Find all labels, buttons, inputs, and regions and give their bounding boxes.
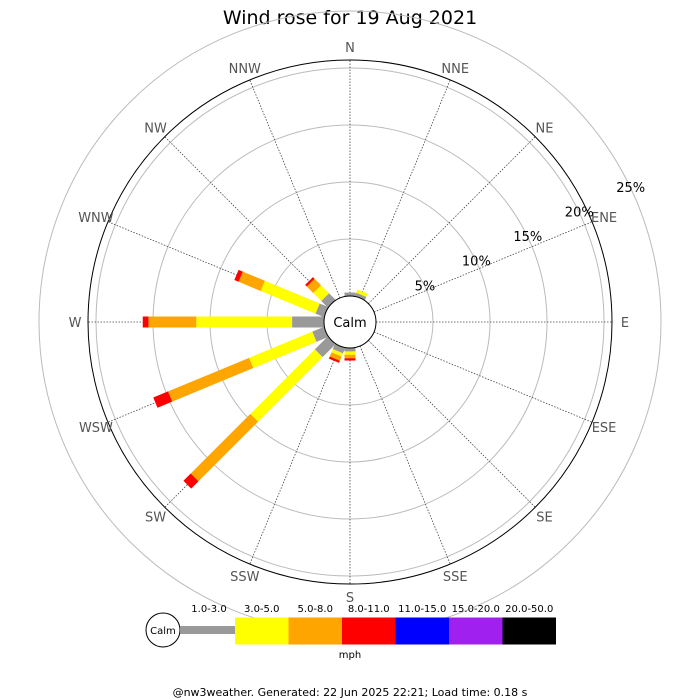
legend-swatch <box>449 617 503 645</box>
direction-label: N <box>345 41 355 56</box>
polar-plot-area: N NNE NE ENE E ESE SE SSE S SSW SW WSW W WNW NW NNW 5% 10… <box>38 10 662 634</box>
legend-bin-label: 1.0-3.0 <box>191 604 226 615</box>
legend-units: mph <box>339 650 361 661</box>
legend-swatch <box>288 617 342 645</box>
bar-segment-wnw <box>315 303 329 318</box>
legend-swatch <box>502 617 556 645</box>
bar-segment-sw <box>250 349 323 422</box>
direction-spoke <box>368 136 536 304</box>
footer-text: @nw3weather. Generated: 22 Jun 2025 22:2… <box>173 686 528 699</box>
bar-segment-ssw <box>331 349 343 357</box>
legend-bin-label: 3.0-5.0 <box>244 604 279 615</box>
direction-spoke <box>249 345 341 565</box>
direction-label: ESE <box>592 421 617 436</box>
bar-segment-nw <box>306 278 321 293</box>
legend-swatch <box>235 617 289 645</box>
bar-segment-wsw <box>153 391 173 408</box>
ring-label: 10% <box>462 255 491 270</box>
direction-label: SE <box>536 510 552 525</box>
bar-segment-wnw <box>260 280 320 314</box>
outer-circle <box>87 59 613 585</box>
bar-segment-sw <box>314 336 336 358</box>
direction-spoke <box>359 345 451 565</box>
bar-segment-sw <box>190 413 259 482</box>
direction-label: NNW <box>229 62 261 77</box>
direction-label: WNW <box>78 211 114 226</box>
direction-label: SW <box>145 510 166 525</box>
legend-bin-label: 15.0-20.0 <box>452 604 500 615</box>
direction-spoke <box>368 340 536 508</box>
bar-segment-ssw <box>329 352 342 361</box>
direction-spoke <box>373 221 593 313</box>
bar-segment-nne <box>356 289 368 297</box>
direction-spoke <box>249 79 341 299</box>
direction-label: NNE <box>441 62 469 77</box>
calm-label: Calm <box>333 316 366 331</box>
ring-label: 15% <box>513 230 542 245</box>
legend-bin-label: 5.0-8.0 <box>298 604 333 615</box>
calm-circle <box>323 295 377 349</box>
legend-bin-label: 8.0-11.0 <box>348 604 390 615</box>
legend-bin-label: 20.0-50.0 <box>505 604 553 615</box>
ring-label: 5% <box>415 279 436 294</box>
direction-label: S <box>346 591 354 606</box>
bar-segment-wnw <box>234 269 243 282</box>
direction-label: NW <box>144 122 167 137</box>
bar-segment-wsw <box>249 331 317 369</box>
speed-legend: Calm 1.0-3.0 3.0-5.0 5.0-8.0 8.0-11.0 11.0-15… <box>145 604 556 661</box>
legend-swatch <box>180 626 235 634</box>
ring-label: 25% <box>616 181 645 196</box>
bar-segment-nw <box>305 277 315 287</box>
bar-segment-wnw <box>238 271 265 291</box>
direction-label: SSW <box>230 570 260 585</box>
bar-segment-nw <box>321 293 336 308</box>
bar-segment-nne <box>354 292 367 301</box>
chart-title: Wind rose for 19 Aug 2021 <box>223 7 477 29</box>
bar-segment-wsw <box>167 357 254 402</box>
bar-segment-nw <box>313 285 330 302</box>
ring-label: 20% <box>565 206 594 221</box>
bar-segment-sw <box>183 473 199 489</box>
direction-spoke <box>373 331 593 423</box>
direction-label: NE <box>535 122 553 137</box>
direction-label: ENE <box>591 211 617 226</box>
legend-calm-label: Calm <box>150 626 176 637</box>
legend-swatch <box>342 617 396 645</box>
legend-bin-label: 11.0-15.0 <box>398 604 446 615</box>
legend-swatch <box>395 617 449 645</box>
bar-segment-wsw <box>312 326 329 342</box>
direction-label: SSE <box>443 570 468 585</box>
direction-spoke <box>164 136 332 304</box>
bar-segment-ssw <box>332 343 346 354</box>
bar-segment-ssw <box>328 356 340 363</box>
direction-label: E <box>621 316 629 331</box>
direction-label: W <box>69 316 82 331</box>
direction-label: WSW <box>79 421 113 436</box>
direction-spoke <box>359 79 451 299</box>
